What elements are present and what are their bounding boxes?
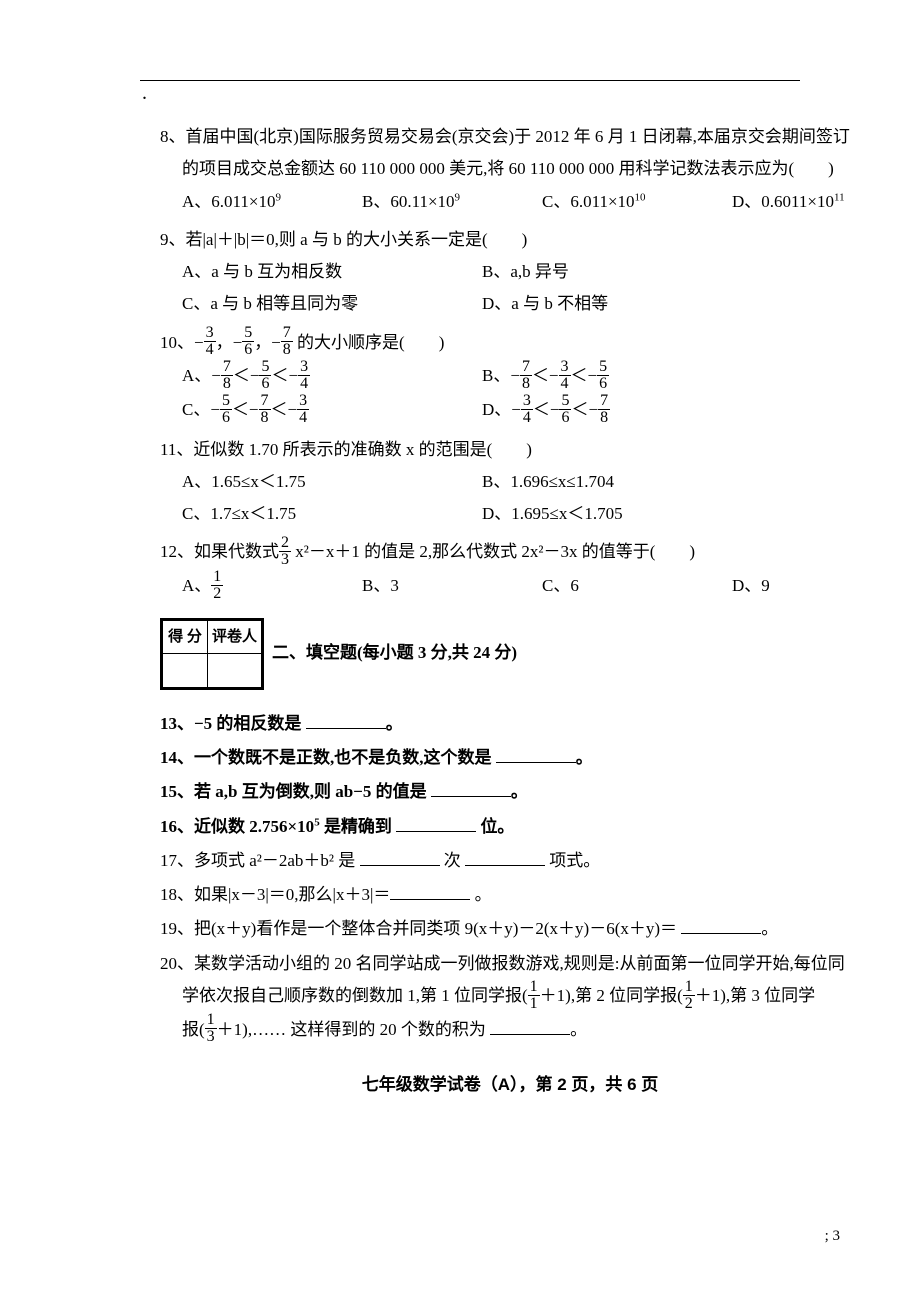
q11-row2: C、1.7≤x＜1.75 D、1.695≤x＜1.705 [160,498,860,530]
q9-row1: A、a 与 b 互为相反数 B、a,b 异号 [160,256,860,288]
page-dot: . [142,82,147,105]
q11-B: B、1.696≤x≤1.704 [482,466,614,498]
q9-C: C、a 与 b 相等且同为零 [182,288,482,320]
section2-title: 二、填空题(每小题 3 分,共 24 分) [272,637,517,669]
q8-options: A、6.011×109 B、60.11×109 C、6.011×1010 D、0… [160,186,860,218]
q11-row1: A、1.65≤x＜1.75 B、1.696≤x≤1.704 [160,466,860,498]
q12: 12、如果代数式23 x²－x＋1 的值是 2,那么代数式 2x²－3x 的值等… [160,536,860,603]
q10-A: A、−78＜−56＜−34 [182,360,482,394]
q9-D: D、a 与 b 不相等 [482,288,608,320]
q20-line3: 报(13＋1),…… 这样得到的 20 个数的积为 。 [160,1014,860,1048]
q11-stem: 11、近似数 1.70 所表示的准确数 x 的范围是( ) [160,434,860,466]
q12-stem: 12、如果代数式23 x²－x＋1 的值是 2,那么代数式 2x²－3x 的值等… [160,536,860,570]
q10-stem: 10、−34，−56，−78 的大小顺序是( ) [160,327,860,361]
q11-D: D、1.695≤x＜1.705 [482,498,623,530]
page-footer: 七年级数学试卷（A），第 2 页，共 6 页 [160,1069,860,1101]
q8-stem1: 8、首届中国(北京)国际服务贸易交易会(京交会)于 2012 年 6 月 1 日… [160,121,860,153]
page-number: ; 3 [160,1222,860,1251]
q9-B: B、a,b 异号 [482,256,569,288]
q20-line1: 20、某数学活动小组的 20 名同学站成一列做报数游戏,规则是:从前面第一位同学… [160,948,860,980]
q10-row2: C、−56＜−78＜−34 D、−34＜−56＜−78 [160,394,860,428]
score-h1: 得 分 [163,620,208,654]
q16: 16、近似数 2.756×105 是精确到 位。 [160,811,860,843]
q10-D: D、−34＜−56＜−78 [482,394,610,428]
q11-C: C、1.7≤x＜1.75 [182,498,482,530]
q10: 10、−34，−56，−78 的大小顺序是( ) A、−78＜−56＜−34 B… [160,327,860,428]
section2-header: 得 分评卷人 二、填空题(每小题 3 分,共 24 分) [160,618,860,690]
q12-A: A、12 [182,570,362,604]
q15: 15、若 a,b 互为倒数,则 ab−5 的值是 。 [160,776,860,808]
q9-A: A、a 与 b 互为相反数 [182,256,482,288]
q10-C: C、−56＜−78＜−34 [182,394,482,428]
score-blank1 [163,654,208,688]
q9-row2: C、a 与 b 相等且同为零 D、a 与 b 不相等 [160,288,860,320]
q9-stem: 9、若|a|＋|b|＝0,则 a 与 b 的大小关系一定是( ) [160,224,860,256]
score-h2: 评卷人 [208,620,262,654]
q11-A: A、1.65≤x＜1.75 [182,466,482,498]
q12-C: C、6 [542,570,732,604]
q14: 14、一个数既不是正数,也不是负数,这个数是 。 [160,742,860,774]
q20-line2: 学依次报自己顺序数的倒数加 1,第 1 位同学报(11＋1),第 2 位同学报(… [160,980,860,1014]
q11: 11、近似数 1.70 所表示的准确数 x 的范围是( ) A、1.65≤x＜1… [160,434,860,531]
q18: 18、如果|x－3|＝0,那么|x＋3|＝ 。 [160,879,860,911]
top-rule [140,80,800,81]
q8-stem2: 的项目成交总金额达 60 110 000 000 美元,将 60 110 000… [160,153,860,185]
q13: 13、−5 的相反数是 。 [160,708,860,740]
score-box: 得 分评卷人 [160,618,264,690]
q10-B: B、−78＜−34＜−56 [482,360,609,394]
q9: 9、若|a|＋|b|＝0,则 a 与 b 的大小关系一定是( ) A、a 与 b… [160,224,860,321]
q12-options: A、12 B、3 C、6 D、9 [160,570,860,604]
q8-C: C、6.011×1010 [542,186,732,218]
q12-D: D、9 [732,570,770,604]
q8-A: A、6.011×109 [182,186,362,218]
q10-row1: A、−78＜−56＜−34 B、−78＜−34＜−56 [160,360,860,394]
q8: 8、首届中国(北京)国际服务贸易交易会(京交会)于 2012 年 6 月 1 日… [160,121,860,218]
score-blank2 [208,654,262,688]
exam-page: 8、首届中国(北京)国际服务贸易交易会(京交会)于 2012 年 6 月 1 日… [0,0,920,1290]
q12-B: B、3 [362,570,542,604]
q20: 20、某数学活动小组的 20 名同学站成一列做报数游戏,规则是:从前面第一位同学… [160,948,860,1047]
q8-D: D、0.6011×1011 [732,186,845,218]
q17: 17、多项式 a²－2ab＋b² 是 次 项式。 [160,845,860,877]
q8-B: B、60.11×109 [362,186,542,218]
q19: 19、把(x＋y)看作是一个整体合并同类项 9(x＋y)－2(x＋y)－6(x＋… [160,913,860,945]
